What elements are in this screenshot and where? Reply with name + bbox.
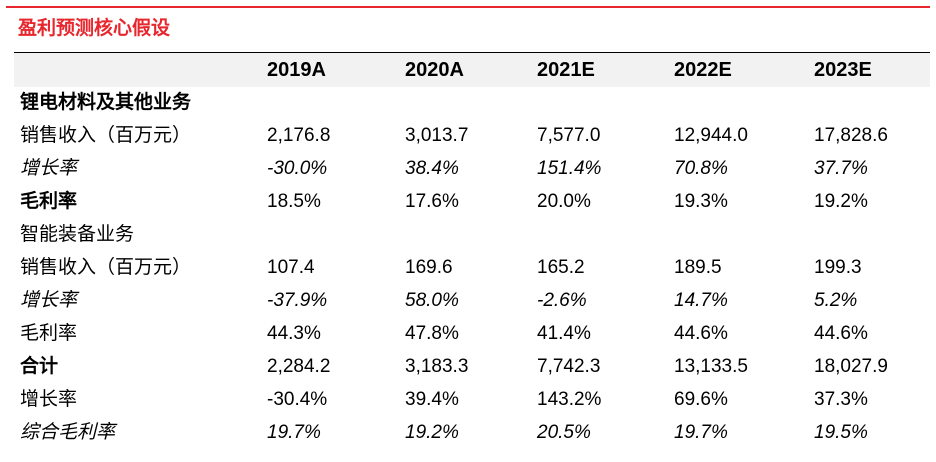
table-row: 增长率 -30.0% 38.4% 151.4% 70.8% 37.7% [14,152,930,185]
row-value: 19.5% [814,422,868,443]
row-value: 58.0% [405,290,459,311]
table-row: 毛利率 44.3% 47.8% 41.4% 44.6% 44.6% [14,317,930,350]
header-row: 2019A 2020A 2021E 2022E 2023E [14,52,930,87]
table-row: 销售收入（百万元） 2,176.8 3,013.7 7,577.0 12,944… [14,119,930,152]
row-value: 143.2% [537,389,602,410]
row-label: 增长率 [20,290,78,311]
row-value: 20.0% [537,191,591,212]
row-label: 销售收入（百万元） [20,257,192,278]
table-title: 盈利预测核心假设 [18,18,171,39]
row-value: 38.4% [405,158,459,179]
row-value: 39.4% [405,389,459,410]
row-value: 107.4 [267,257,315,278]
table-row: 智能装备业务 [14,218,930,251]
table-row: 合计 2,284.2 3,183.3 7,742.3 13,133.5 18,0… [14,350,930,383]
row-value: 69.6% [674,389,728,410]
row-label: 毛利率 [20,323,78,344]
row-label: 综合毛利率 [20,422,116,443]
table-row: 锂电材料及其他业务 [14,86,930,119]
top-red-rule [6,6,930,8]
header-year: 2023E [814,59,872,81]
row-value: 199.3 [814,257,862,278]
row-value: 5.2% [814,290,858,311]
row-value: 37.3% [814,389,868,410]
row-value: 19.7% [674,422,728,443]
row-value: 44.6% [674,323,728,344]
row-value: 7,742.3 [537,356,601,377]
row-value: 41.4% [537,323,591,344]
row-value: 13,133.5 [674,356,748,377]
row-value: 19.2% [814,191,868,212]
row-value: 18,027.9 [814,356,888,377]
row-value: -2.6% [537,290,587,311]
header-year: 2020A [405,59,464,81]
row-value: 17.6% [405,191,459,212]
row-value: 165.2 [537,257,585,278]
row-value: 151.4% [537,158,602,179]
row-value: 20.5% [537,422,591,443]
header-year: 2022E [674,59,732,81]
header-year: 2021E [537,59,595,81]
row-value: 70.8% [674,158,728,179]
row-value: 17,828.6 [814,125,888,146]
row-value: 19.7% [267,422,321,443]
row-value: 189.5 [674,257,722,278]
row-label: 增长率 [20,389,78,410]
row-label: 增长率 [20,158,78,179]
row-value: 169.6 [405,257,453,278]
table-row: 综合毛利率 19.7% 19.2% 20.5% 19.7% 19.5% [14,416,930,449]
header-year: 2019A [267,59,326,81]
row-value: 18.5% [267,191,321,212]
row-value: 2,284.2 [267,356,331,377]
row-value: 44.6% [814,323,868,344]
table-row: 增长率 -37.9% 58.0% -2.6% 14.7% 5.2% [14,284,930,317]
table-row: 销售收入（百万元） 107.4 169.6 165.2 189.5 199.3 [14,251,930,284]
row-value: 19.2% [405,422,459,443]
row-value: 19.3% [674,191,728,212]
row-value: 44.3% [267,323,321,344]
row-value: 3,013.7 [405,125,469,146]
row-value: 2,176.8 [267,125,331,146]
table-row: 增长率 -30.4% 39.4% 143.2% 69.6% 37.3% [14,383,930,416]
row-value: -37.9% [267,290,328,311]
row-value: 37.7% [814,158,868,179]
row-value: -30.4% [267,389,328,410]
row-label: 毛利率 [20,191,78,212]
row-value: 14.7% [674,290,728,311]
row-label: 锂电材料及其他业务 [20,92,192,113]
table-row: 毛利率 18.5% 17.6% 20.0% 19.3% 19.2% [14,185,930,218]
row-value: 47.8% [405,323,459,344]
row-value: -30.0% [267,158,328,179]
row-value: 3,183.3 [405,356,469,377]
row-value: 12,944.0 [674,125,748,146]
row-label: 销售收入（百万元） [20,125,192,146]
row-label: 智能装备业务 [20,224,135,245]
row-label: 合计 [20,356,59,377]
row-value: 7,577.0 [537,125,601,146]
